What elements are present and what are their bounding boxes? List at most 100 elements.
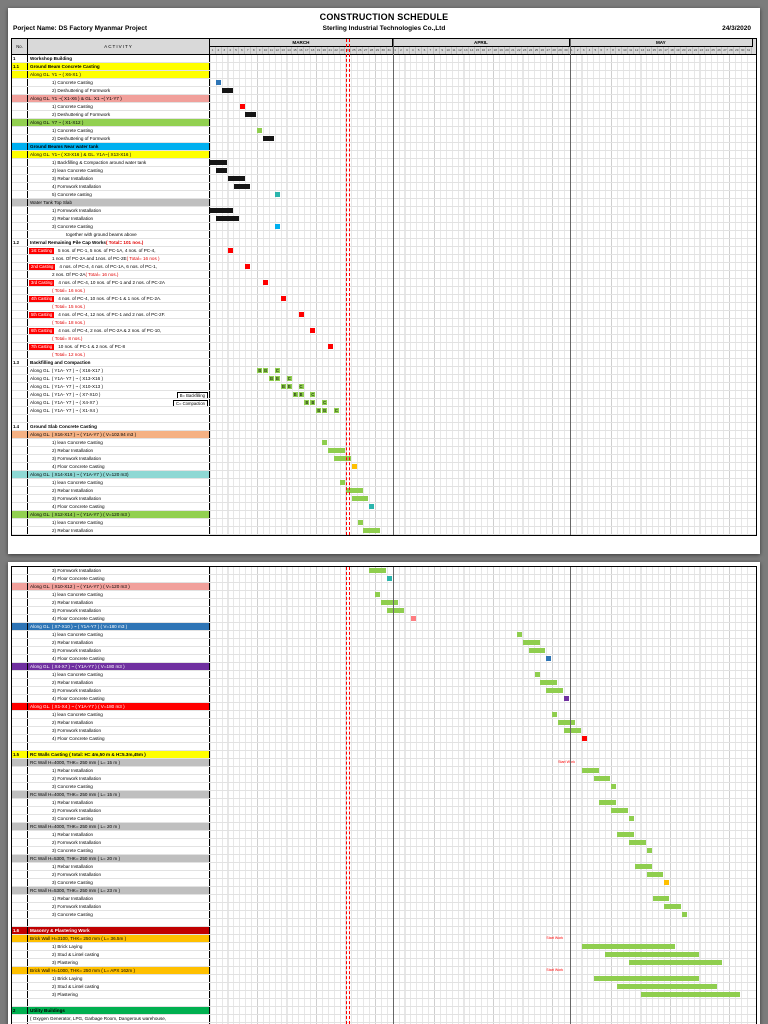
gantt-bar [333, 456, 351, 461]
row-activity: RC Wall H=4000, THK= 250 mm ( L= 15 m ) [28, 791, 210, 798]
row-number [12, 127, 28, 134]
casting-label: 5th Casting [29, 311, 55, 318]
schedule-row: Along GL. ( X10-X12 ) ~ ( Y1A-Y7 ) ( V=1… [12, 583, 756, 591]
schedule-row: Along GL. ( X4-X7 ) ~ ( Y1A-Y7 ) ( V=180… [12, 663, 756, 671]
day-cell: 9 [440, 47, 446, 54]
activity-text: 3) Formwork Installation [52, 688, 102, 693]
gantt-bar: C [322, 400, 328, 405]
day-cell: 27 [546, 47, 552, 54]
gantt-bar [387, 576, 393, 581]
row-number [12, 687, 28, 694]
row-activity: 3) Rebar Installation [28, 175, 210, 182]
day-row: 1 2 3 4 5 6 7 8 9 10 11 12 13 14 15 16 17 18 19 20 21 22 23 24 2… [210, 47, 753, 54]
row-timeline [210, 751, 753, 758]
day-cell: 24 [528, 47, 534, 54]
row-timeline: Start Work [210, 935, 753, 942]
schedule-row: 1) lean Concrete Casting [12, 479, 756, 487]
row-timeline [210, 143, 753, 150]
gantt-bar [363, 528, 381, 533]
day-cell: 25 [352, 47, 358, 54]
row-timeline [210, 255, 753, 262]
row-number [12, 999, 28, 1006]
gantt-bar [540, 680, 558, 685]
gantt-bar [339, 480, 345, 485]
row-activity: 1) Rebar Installation [28, 895, 210, 902]
schedule-row: 3) Formwork Installation [12, 727, 756, 735]
row-timeline [210, 599, 753, 606]
casting-label: 3rd Casting [29, 279, 55, 286]
row-activity: 1) lean Concrete Casting [28, 711, 210, 718]
row-timeline [210, 927, 753, 934]
row-number [12, 159, 28, 166]
gantt-bar [245, 112, 257, 117]
schedule-row: 1.2 Internal Remaining Pile Cap Works ( T… [12, 239, 756, 247]
row-number [12, 879, 28, 886]
row-number [12, 623, 28, 630]
activity-text: 1) lean Concrete Casting [52, 440, 103, 445]
row-timeline [210, 199, 753, 206]
day-cell: 29 [734, 47, 741, 54]
row-activity: 4) Floor Concrete Casting [28, 503, 210, 510]
day-cell: 10 [263, 47, 269, 54]
activity-text: Brick Wall H=1000, THK= 250 mm ( L= APX … [30, 968, 136, 973]
row-activity: 2) Deshuttering of Formwork [28, 111, 210, 118]
row-timeline [210, 319, 753, 326]
row-timeline [210, 951, 753, 958]
month-row: MARCH APRIL MAY [210, 39, 753, 47]
gantt-bar [369, 568, 387, 573]
row-number [12, 615, 28, 622]
activity-text: 3) Rebar Installation [52, 176, 94, 181]
schedule-row: 2) Rebar Installation [12, 215, 756, 223]
gantt-bar [280, 296, 286, 301]
row-timeline [210, 287, 753, 294]
row-timeline [210, 775, 753, 782]
row-timeline [210, 527, 753, 534]
row-number [12, 95, 28, 102]
row-number [12, 711, 28, 718]
row-activity: 2) Stud & Lintel casting [28, 983, 210, 990]
row-number: 1.6 [12, 927, 28, 934]
row-number [12, 519, 28, 526]
row-number: 1.5 [12, 751, 28, 758]
activity-text: Ground Beam Concrete Casting [30, 64, 100, 69]
row-activity: RC Walls Casting ( total: H= 4m,50 m & H… [28, 751, 210, 758]
day-cell: 15 [293, 47, 299, 54]
row-number [12, 399, 28, 406]
row-timeline [210, 447, 753, 454]
row-activity: 1) Concrete Casting [28, 79, 210, 86]
gantt-bar [599, 800, 617, 805]
row-number [12, 959, 28, 966]
casting-label: 6th Casting [29, 327, 55, 334]
row-activity: 2) Rebar Installation [28, 215, 210, 222]
row-timeline: Start Work [210, 967, 753, 974]
activity-note: ( Total= 16 nos.) [52, 288, 85, 293]
start-annotation: Start Work [558, 760, 576, 764]
gantt-bar [351, 496, 369, 501]
day-cell: 20 [505, 47, 511, 54]
activity-text: 1) Rebar Installation [52, 896, 94, 901]
row-number [12, 887, 28, 894]
schedule-row: 2) Rebar Installation [12, 639, 756, 647]
row-number [12, 271, 28, 278]
row-number [12, 759, 28, 766]
schedule-row: 2) Formwork Installation [12, 807, 756, 815]
activity-text: 2) Formwork Installation [52, 904, 102, 909]
document-title: CONSTRUCTION SCHEDULE [319, 12, 449, 22]
row-timeline [210, 279, 753, 286]
day-cell: 9 [616, 47, 623, 54]
activity-text: 1) Brick Laying [52, 976, 83, 981]
row-activity: 1) Brick Laying [28, 975, 210, 982]
row-timeline [210, 831, 753, 838]
schedule-row: 3) Concrete Casting [12, 783, 756, 791]
row-activity: Brick Wall H=3100, THK= 250 mm ( L= 36.5… [28, 935, 210, 942]
activity-text: Along GL. ( Y1A- Y7 ) ~ ( X1-X4 ) [30, 408, 98, 413]
activity-note: ( Total= 16 nos.) [85, 272, 119, 277]
row-activity [28, 743, 210, 750]
schedule-row: 2) Rebar Installation [12, 527, 756, 535]
gantt-bar [564, 728, 581, 733]
schedule-row: Along GL. ( Y1A- Y7 ) ~ ( X1-X4 ) B B C [12, 407, 756, 415]
gantt-bar [227, 248, 233, 253]
day-cell: 11 [452, 47, 458, 54]
row-activity: 4th Casting 4 nos. of PC-4, 10 nos. of PC… [28, 295, 210, 302]
schedule-row: 1 nos. Of PC-2A and 1nos. of PC-2E ( Tot… [12, 255, 756, 263]
